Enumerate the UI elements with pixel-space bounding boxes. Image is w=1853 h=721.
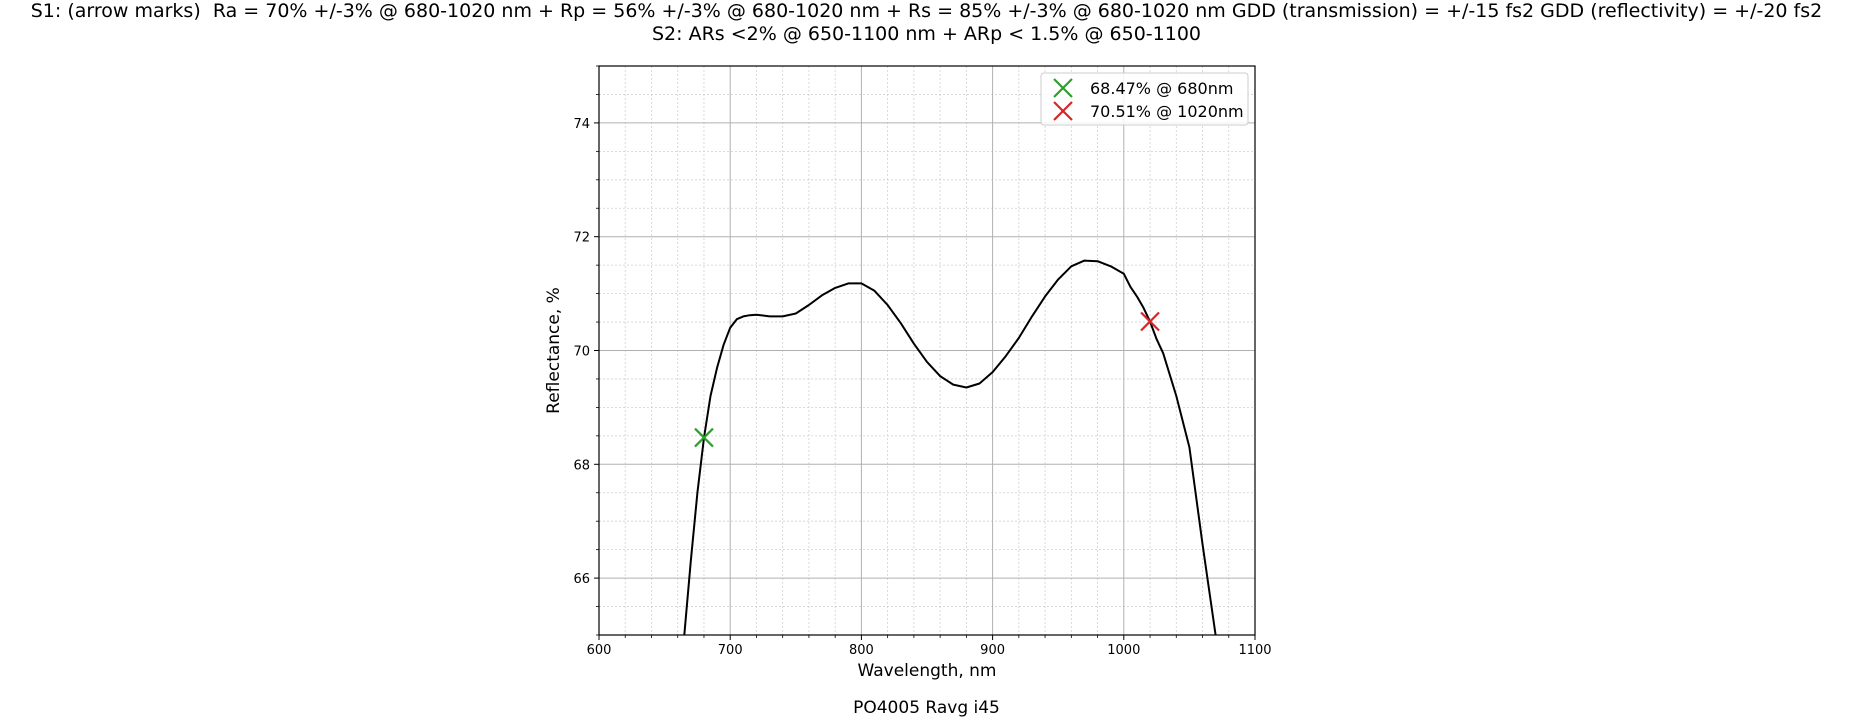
y-tick-label: 68 xyxy=(573,458,590,473)
chart-title-line-2: S2: ARs <2% @ 650-1100 nm + ARp < 1.5% @… xyxy=(651,23,1201,45)
legend-marker-1 xyxy=(1053,78,1073,98)
x-tick-label: 700 xyxy=(718,643,743,658)
series-layer xyxy=(683,259,1217,636)
y-tick-label: 70 xyxy=(573,345,590,360)
x-tick-label: 900 xyxy=(980,643,1005,658)
y-axis-label: Reflectance, % xyxy=(544,287,564,414)
marker-layer xyxy=(694,311,1160,448)
data-marker-2 xyxy=(1140,311,1160,332)
axis-tick-labels: 600 700 800 900 1000 1100 66 68 70 72 74 xyxy=(573,117,1271,658)
y-tick-label: 74 xyxy=(573,117,590,132)
y-tick-label: 72 xyxy=(573,231,590,246)
data-marker-1 xyxy=(694,427,714,448)
x-tick-label: 600 xyxy=(587,643,612,658)
x-tick-label: 800 xyxy=(849,643,874,658)
chart-title-line-1: S1: (arrow marks) Ra = 70% +/-3% @ 680-1… xyxy=(30,0,1823,22)
x-axis-label: Wavelength, nm xyxy=(858,661,997,681)
x-tick-label: 1100 xyxy=(1238,643,1271,658)
legend-entry-label: 70.51% @ 1020nm xyxy=(1090,102,1244,121)
x-tick-label: 1000 xyxy=(1107,643,1140,658)
legend-marker-2 xyxy=(1053,101,1073,121)
y-tick-label: 66 xyxy=(573,572,590,587)
legend: 68.47% @ 680nm 70.51% @ 1020nm xyxy=(1040,72,1249,126)
chart-footer-caption: PO4005 Ravg i45 xyxy=(853,698,1000,718)
axis-ticks xyxy=(594,65,1256,640)
legend-box xyxy=(1040,72,1249,126)
legend-entry-label: 68.47% @ 680nm xyxy=(1090,79,1233,98)
reflectance-curve xyxy=(683,259,1217,636)
